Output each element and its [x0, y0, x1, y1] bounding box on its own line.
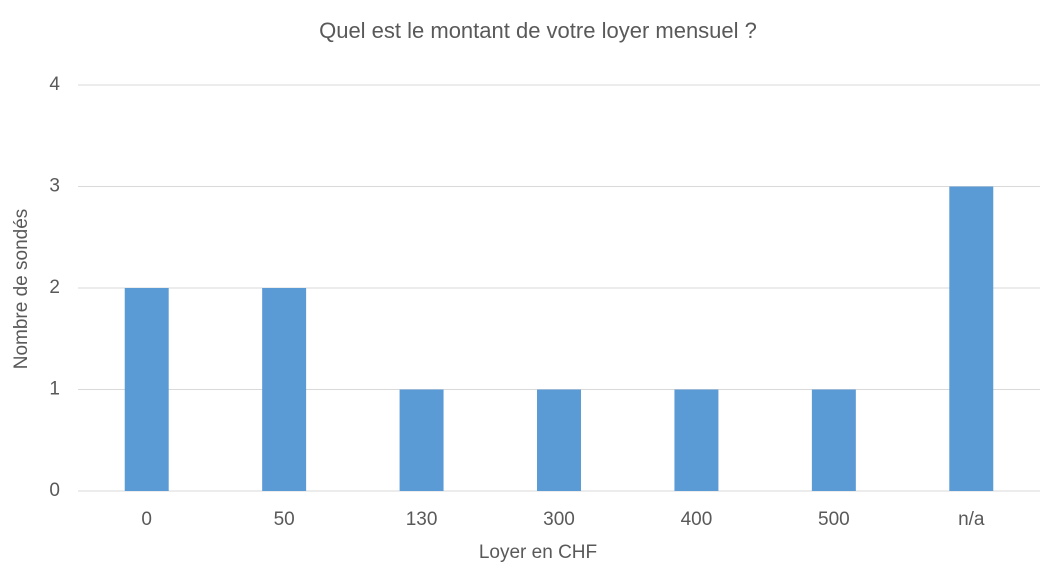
chart-title: Quel est le montant de votre loyer mensu…: [319, 18, 757, 43]
y-tick-label: 3: [49, 176, 60, 197]
bar: [537, 389, 581, 491]
bar: [811, 389, 856, 491]
x-tick-label: n/a: [958, 509, 985, 530]
y-tick-label: 4: [49, 74, 60, 95]
x-tick-label: 300: [543, 509, 575, 530]
y-axis-label: Nombre de sondés: [11, 209, 32, 370]
y-tick-label: 2: [49, 277, 60, 298]
y-tick-label: 0: [49, 480, 60, 501]
x-tick-label: 400: [681, 509, 713, 530]
x-axis-label: Loyer en CHF: [479, 542, 597, 563]
x-tick-label: 50: [274, 509, 295, 530]
y-tick-label: 1: [49, 379, 60, 400]
bar: [124, 288, 169, 491]
x-tick-label: 130: [406, 509, 438, 530]
x-tick-label: 500: [818, 509, 850, 530]
bar: [262, 288, 307, 491]
x-tick-label: 0: [141, 509, 152, 530]
bar: [949, 186, 994, 491]
bar: [674, 389, 719, 491]
bar: [399, 389, 444, 491]
